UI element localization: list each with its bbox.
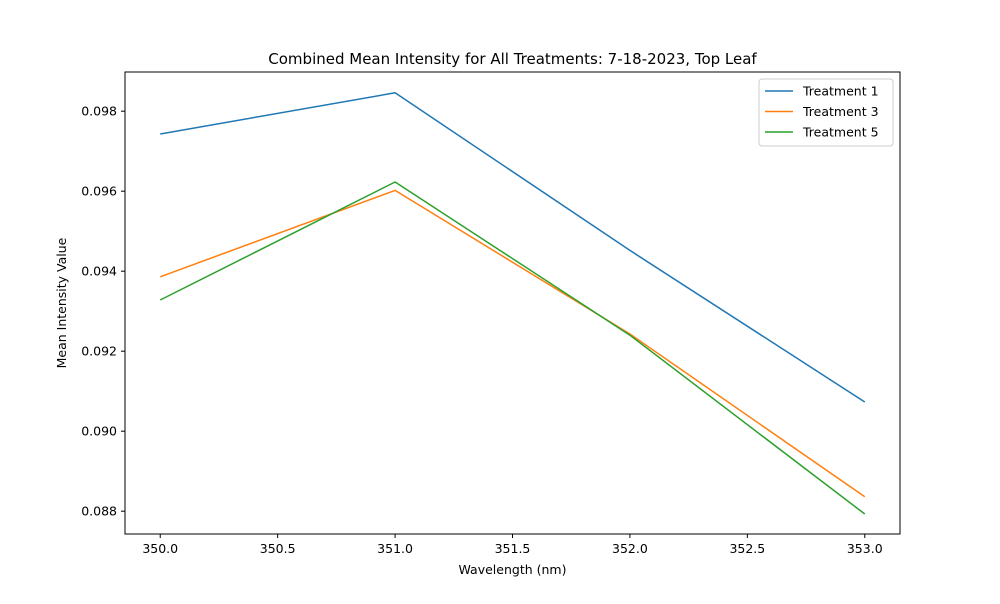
x-axis-label: Wavelength (nm) [459,562,567,577]
x-tick-label: 352.5 [729,541,765,556]
series-line-treatment-1 [160,92,866,403]
y-tick-label: 0.094 [81,264,117,279]
x-tick-label: 353.0 [847,541,883,556]
x-tick-label: 350.0 [142,541,178,556]
series-line-treatment-5 [159,181,866,515]
legend-label: Treatment 5 [802,125,879,140]
legend-label: Treatment 3 [802,104,879,119]
series-layer [159,92,866,515]
y-tick-label: 0.098 [81,104,117,119]
legend: Treatment 1 Treatment 3 Treatment 5 [758,78,894,147]
y-tick-label: 0.088 [81,504,117,519]
legend-box [758,78,894,147]
chart-title: Combined Mean Intensity for All Treatmen… [268,50,757,68]
y-axis: 0.088 0.090 0.092 0.094 0.096 0.098 [81,104,125,519]
y-tick-label: 0.090 [81,424,117,439]
x-tick-label: 352.0 [612,541,648,556]
x-tick-label: 350.5 [260,541,296,556]
y-tick-label: 0.096 [81,184,117,199]
x-tick-label: 351.0 [377,541,413,556]
y-axis-label: Mean Intensity Value [54,237,69,368]
y-tick-label: 0.092 [81,344,117,359]
x-axis: 350.0 350.5 351.0 351.5 352.0 352.5 353.0 [142,534,883,556]
x-tick-label: 351.5 [495,541,531,556]
legend-label: Treatment 1 [802,84,879,99]
series-line-treatment-3 [159,189,866,498]
